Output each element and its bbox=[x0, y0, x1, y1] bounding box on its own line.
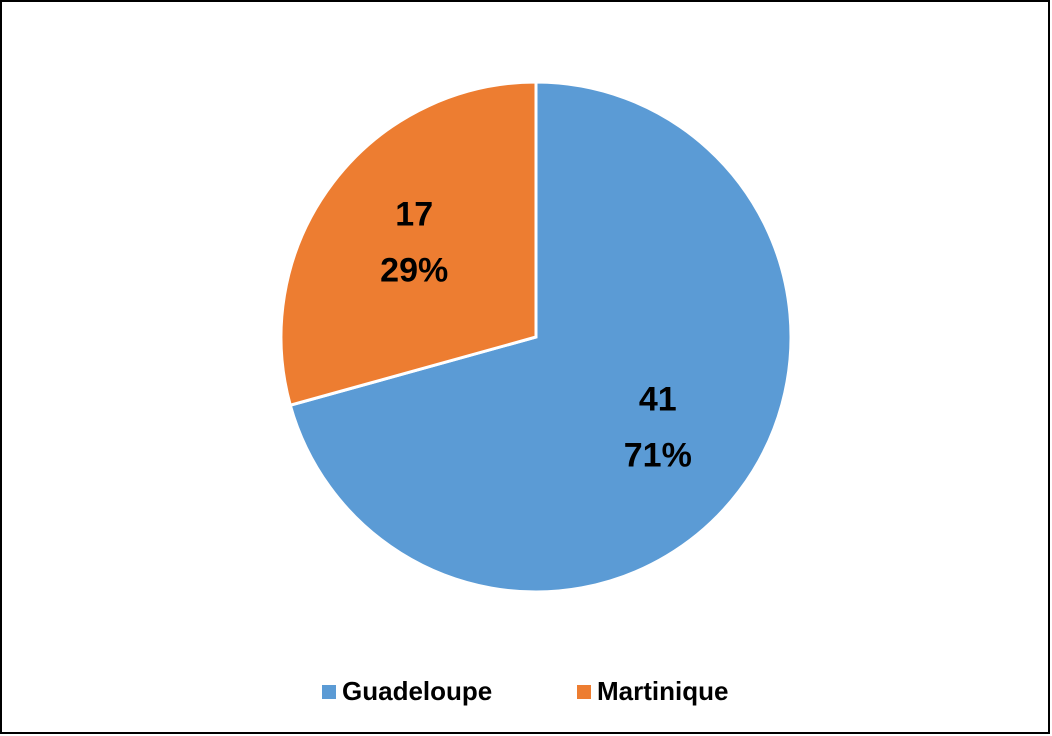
percent-label: 71% bbox=[624, 437, 692, 475]
legend-swatch bbox=[322, 685, 336, 699]
legend-label: Guadeloupe bbox=[342, 676, 492, 706]
pie-slice bbox=[288, 80, 793, 594]
data-label: 41 bbox=[639, 381, 677, 419]
legend-swatch bbox=[577, 685, 591, 699]
percent-label: 29% bbox=[380, 251, 448, 289]
data-label: 17 bbox=[395, 195, 433, 233]
pie-slice bbox=[279, 80, 538, 408]
legend-label: Martinique bbox=[597, 676, 728, 706]
